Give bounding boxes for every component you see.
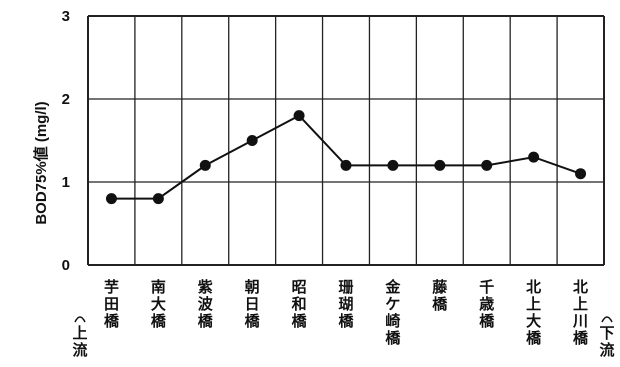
upstream-note: 上流: [72, 316, 88, 359]
y-tick-label-0: 0: [62, 257, 70, 274]
x-category-label-5: 昭和橋: [292, 278, 308, 330]
downstream-note-bracket: [601, 316, 613, 323]
flow-direction-notes: 上流 下流: [72, 316, 615, 359]
data-point-9: [481, 159, 493, 171]
downstream-note-text: 下流: [599, 324, 614, 359]
y-axis-label: BOD75%値 (mg/l): [32, 101, 50, 224]
x-category-label-4: 朝日橋: [245, 278, 261, 330]
data-point-6: [340, 159, 352, 171]
downstream-note: 下流: [599, 316, 615, 359]
y-tick-label-2: 2: [62, 91, 70, 108]
x-category-label-9: 千歳橋: [479, 278, 495, 330]
data-point-10: [528, 151, 540, 163]
y-tick-label-3: 3: [62, 8, 70, 25]
upstream-note-text: 上流: [72, 324, 87, 359]
data-point-4: [246, 135, 258, 146]
x-category-label-6: 珊瑚橋: [338, 278, 354, 330]
x-category-label-8: 藤橋: [432, 278, 448, 313]
upstream-note-bracket: [74, 316, 86, 323]
x-category-label-7: 金ケ崎橋: [384, 278, 401, 347]
y-axis-ticks: 0 1 2 3: [62, 8, 70, 274]
x-category-label-11: 北上川橋: [572, 278, 589, 347]
series-bod75: [105, 110, 587, 205]
y-tick-label-1: 1: [62, 174, 70, 191]
data-point-7: [387, 159, 399, 171]
data-point-8: [434, 159, 446, 171]
data-point-5: [293, 110, 305, 122]
data-point-11: [575, 168, 587, 180]
x-axis-categories: 芋田橋 南大橋 紫波橋 朝日橋 昭和橋 珊瑚橋 金ケ崎橋 藤橋 千歳橋 北上大橋 北上川橋: [104, 278, 589, 347]
x-category-label-3: 紫波橋: [198, 278, 214, 330]
x-category-label-10: 北上大橋: [526, 278, 542, 347]
x-category-label-1: 芋田橋: [104, 278, 120, 330]
data-point-1: [105, 193, 117, 205]
grid: [87, 15, 605, 266]
data-point-3: [199, 159, 211, 171]
data-point-2: [152, 193, 164, 205]
x-category-label-2: 南大橋: [151, 278, 167, 330]
